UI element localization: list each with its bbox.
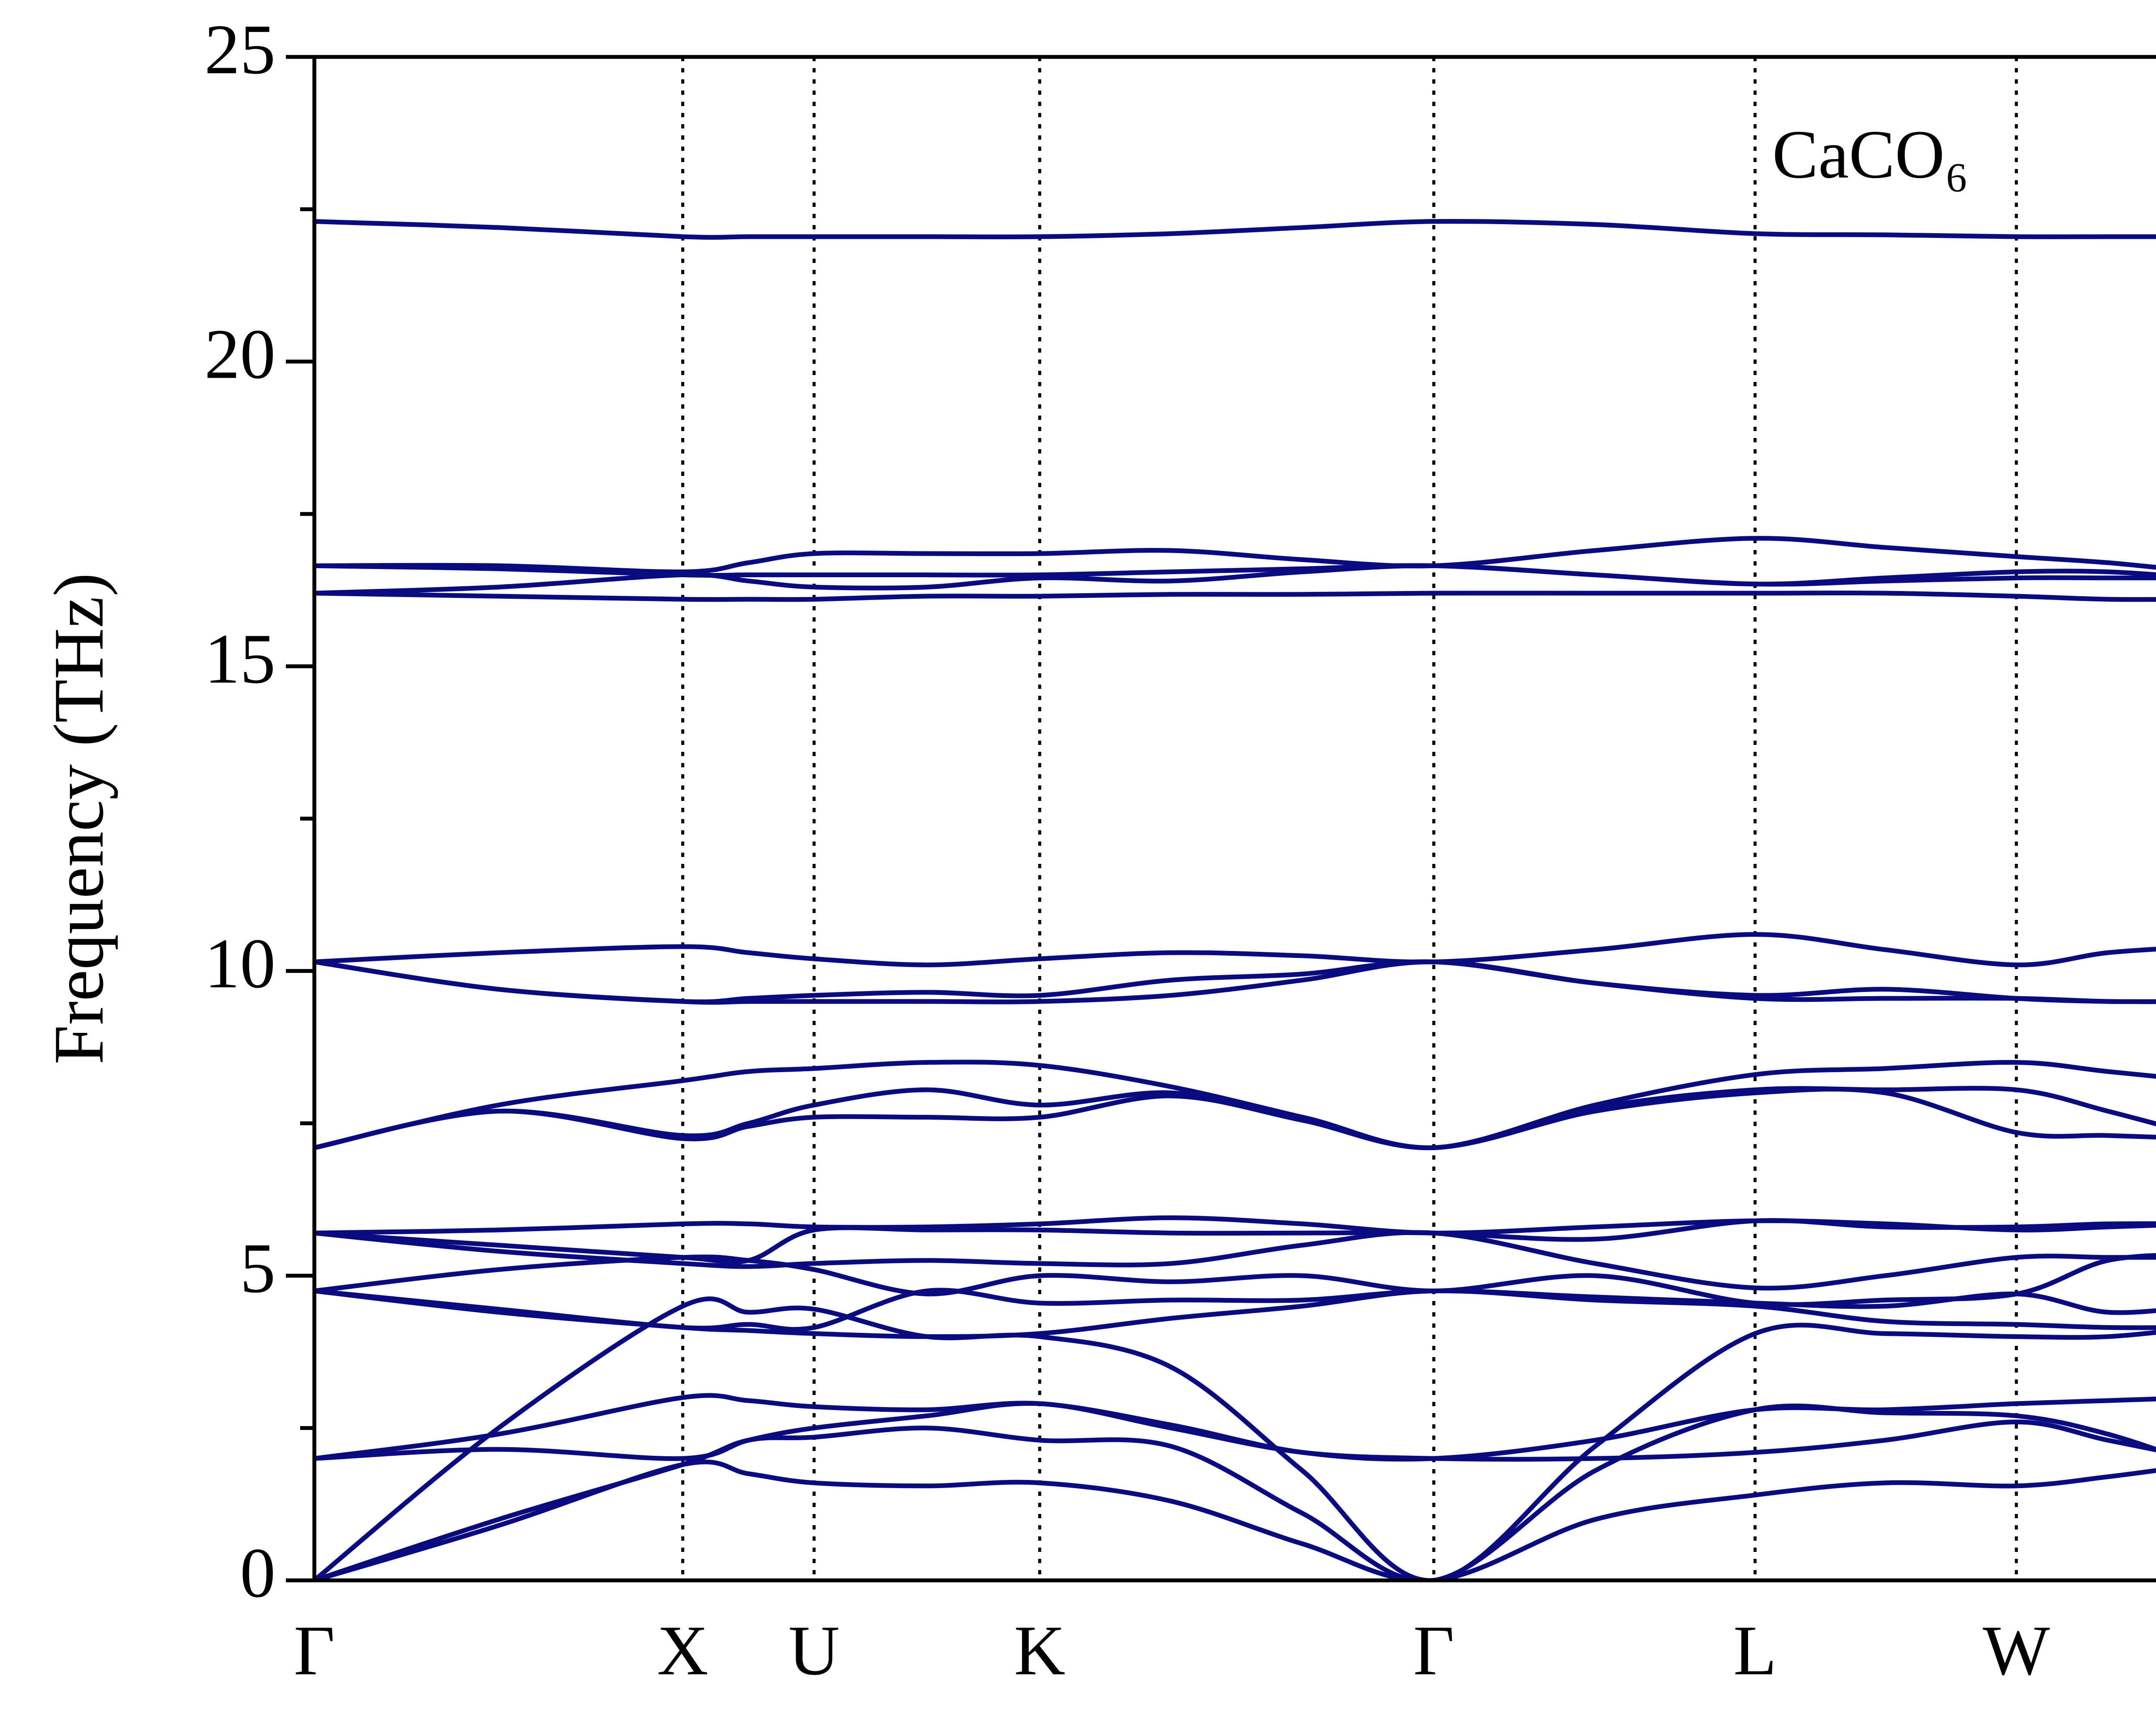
y-tick-label: 20 xyxy=(204,315,276,394)
band-line xyxy=(314,959,2156,1005)
x-tick-label: W xyxy=(1983,1611,2050,1690)
band-line xyxy=(314,1086,2156,1150)
y-tick-label: 25 xyxy=(204,10,276,89)
band-line xyxy=(314,536,2156,575)
x-tick-label: K xyxy=(1014,1611,1065,1690)
y-tick-label: 0 xyxy=(240,1533,276,1612)
y-tick-label: 10 xyxy=(204,924,276,1003)
x-tick-label: X xyxy=(657,1611,708,1690)
y-tick-label: 15 xyxy=(204,619,276,698)
x-tick-label: Γ xyxy=(294,1611,335,1690)
band-line xyxy=(314,1230,2156,1291)
band-line xyxy=(314,590,2156,602)
band-line xyxy=(314,1085,2156,1150)
band-line xyxy=(314,219,2156,240)
plot-frame xyxy=(312,55,2156,1583)
band-line xyxy=(314,1288,2156,1339)
band-line xyxy=(314,563,2156,596)
band-line xyxy=(314,1393,2156,1462)
band-line xyxy=(314,1253,2156,1307)
x-tick-label: U xyxy=(788,1611,840,1690)
x-tick-label: L xyxy=(1733,1611,1777,1690)
band-line xyxy=(314,1459,2156,1580)
band-line xyxy=(314,1296,2156,1580)
x-tick-label: Γ xyxy=(1413,1611,1454,1690)
y-axis-label: Frequency (THz) xyxy=(39,573,118,1065)
y-tick-label: 5 xyxy=(240,1229,276,1307)
annotation: CaCO₆ xyxy=(1772,116,1969,193)
band-line xyxy=(314,932,2156,967)
band-line xyxy=(314,1288,2156,1332)
